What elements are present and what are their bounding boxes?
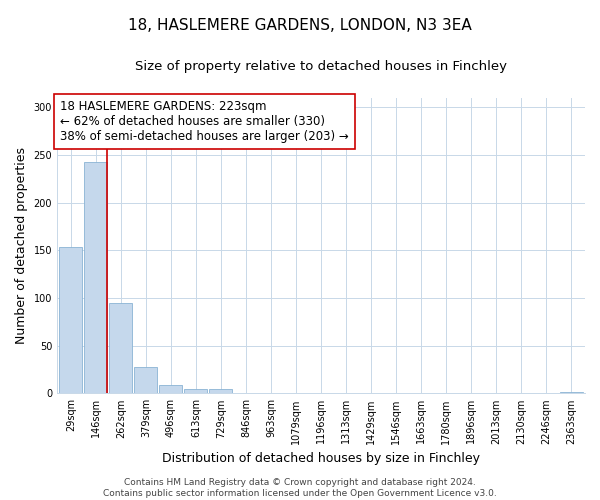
Bar xyxy=(134,366,157,394)
Bar xyxy=(184,388,208,394)
Bar xyxy=(209,388,232,394)
Text: Contains HM Land Registry data © Crown copyright and database right 2024.
Contai: Contains HM Land Registry data © Crown c… xyxy=(103,478,497,498)
Y-axis label: Number of detached properties: Number of detached properties xyxy=(15,147,28,344)
Bar xyxy=(109,302,133,394)
Text: 18 HASLEMERE GARDENS: 223sqm
← 62% of detached houses are smaller (330)
38% of s: 18 HASLEMERE GARDENS: 223sqm ← 62% of de… xyxy=(60,100,349,142)
Bar xyxy=(160,384,182,394)
Bar xyxy=(59,248,82,394)
Bar xyxy=(85,162,107,394)
Text: 18, HASLEMERE GARDENS, LONDON, N3 3EA: 18, HASLEMERE GARDENS, LONDON, N3 3EA xyxy=(128,18,472,32)
Title: Size of property relative to detached houses in Finchley: Size of property relative to detached ho… xyxy=(135,60,507,73)
Bar xyxy=(560,392,583,394)
X-axis label: Distribution of detached houses by size in Finchley: Distribution of detached houses by size … xyxy=(162,452,480,465)
